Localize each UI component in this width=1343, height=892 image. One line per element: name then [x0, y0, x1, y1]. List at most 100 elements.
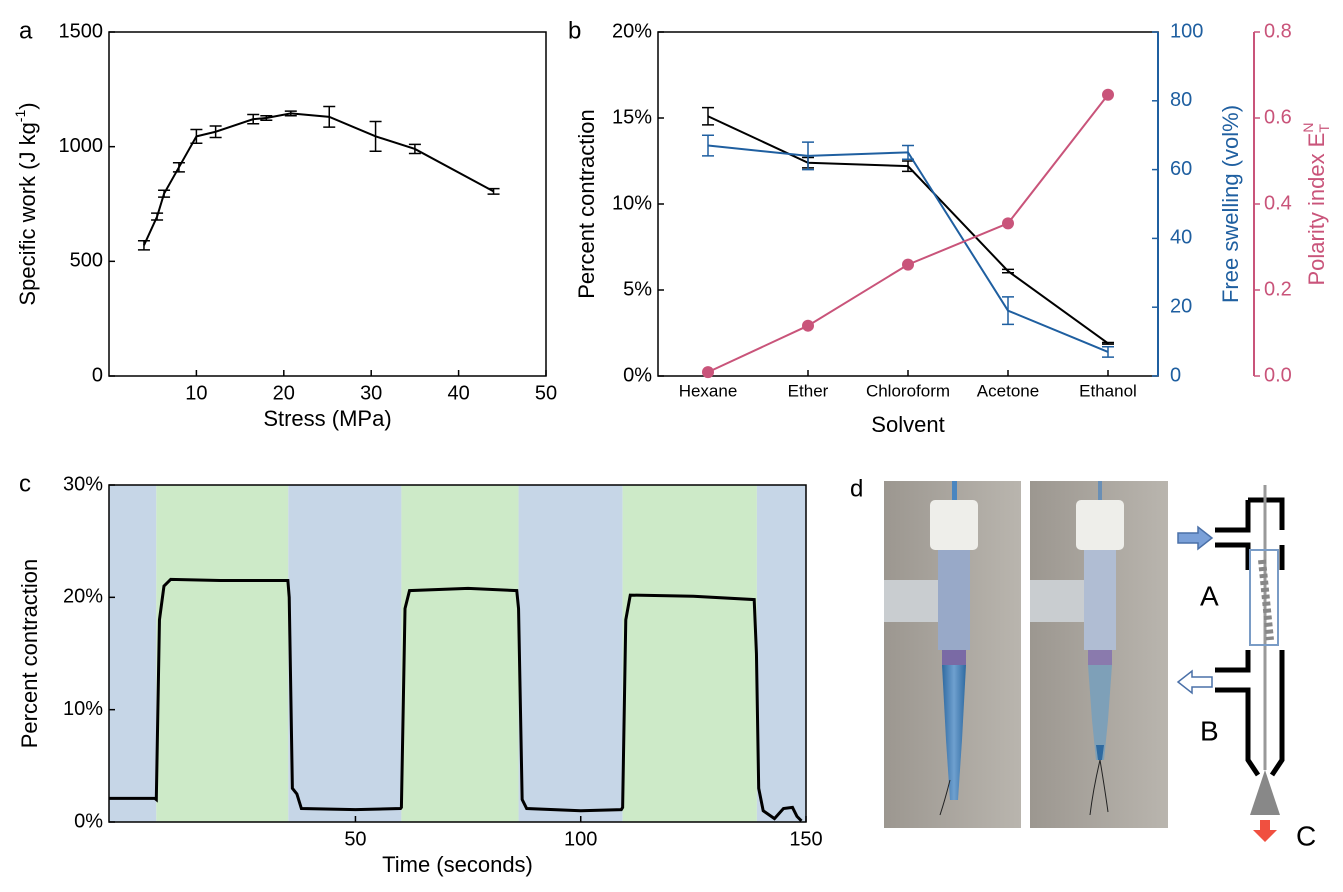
photo-left — [884, 481, 1021, 828]
y2-tick-label: 20 — [1170, 295, 1192, 317]
data-line — [707, 144, 1109, 353]
error-bar — [702, 106, 714, 126]
y-axis-label: Percent contraction — [17, 559, 42, 749]
y-tick-label: 0 — [92, 364, 103, 386]
error-bar — [190, 128, 203, 144]
error-bar — [209, 125, 222, 139]
axis-label-part: Polarity index E — [1304, 133, 1329, 286]
data-point — [802, 319, 814, 332]
axis-label: Specific work (J kg-1) — [12, 102, 40, 305]
shaded-region — [156, 485, 289, 822]
x-tick-label: Ether — [788, 381, 829, 400]
panel-label: d — [850, 475, 863, 502]
error-bar — [247, 113, 260, 125]
error-bar — [802, 141, 814, 171]
axis-label-part: Specific work (J kg — [15, 122, 40, 305]
x-tick-label: 30 — [360, 382, 382, 404]
y3-tick-label: 0.2 — [1264, 278, 1292, 300]
y-tick-label: 20% — [63, 586, 103, 608]
shaded-region — [518, 485, 623, 822]
y2-tick-label: 40 — [1170, 227, 1192, 249]
error-bar — [1102, 341, 1114, 345]
y-tick-label: 0% — [623, 364, 652, 386]
schematic-label: C — [1296, 820, 1316, 851]
y2-tick-label: 60 — [1170, 158, 1192, 180]
x-axis-label: Time (seconds) — [382, 852, 533, 877]
x-tick-label: Acetone — [977, 381, 1039, 400]
y2-axis-label: Free swelling (vol%) — [1218, 105, 1243, 303]
x-tick-label: Ethanol — [1079, 381, 1137, 400]
shaded-region — [401, 485, 519, 822]
error-bar — [487, 187, 500, 195]
plot-frame — [108, 31, 547, 377]
y3-tick-label: 0.4 — [1264, 192, 1292, 214]
y2-tick-label: 100 — [1170, 20, 1203, 42]
error-bar — [172, 161, 185, 173]
data-point — [902, 258, 914, 271]
x-tick-label: Hexane — [679, 381, 738, 400]
axis-label-part: -1 — [12, 110, 28, 123]
error-bar — [158, 189, 171, 198]
error-bar — [260, 114, 273, 122]
data-point — [702, 366, 714, 379]
data-line — [707, 94, 1109, 374]
y-tick-label: 20% — [612, 20, 652, 42]
y-tick-label: 10% — [63, 698, 103, 720]
error-bar — [151, 212, 164, 221]
error-bar — [1102, 346, 1114, 358]
error-bar — [137, 239, 150, 251]
y3-label-group: Polarity index ENT — [1300, 123, 1332, 286]
y-tick-label: 0% — [74, 810, 103, 832]
y2-tick-label: 80 — [1170, 89, 1192, 111]
x-axis-label: Stress (MPa) — [263, 406, 391, 431]
y-tick-label: 1500 — [59, 20, 104, 42]
x-tick-label: 150 — [789, 828, 822, 850]
y-tick-label: 5% — [623, 278, 652, 300]
schematic-label: B — [1200, 715, 1219, 746]
error-bar — [408, 143, 421, 155]
error-bar — [1002, 268, 1014, 274]
x-tick-label: Chloroform — [866, 381, 950, 400]
photo-right — [1030, 481, 1168, 828]
y-tick-label: 15% — [612, 106, 652, 128]
x-tick-label: 40 — [447, 382, 469, 404]
y3-tick-label: 0.6 — [1264, 106, 1292, 128]
y-axis-label: Percent contraction — [574, 109, 599, 299]
y-tick-label: 1000 — [59, 135, 104, 157]
axis-label-part: N — [1300, 123, 1316, 133]
error-bar — [1002, 296, 1014, 326]
data-point — [1002, 217, 1014, 230]
error-bar — [323, 105, 336, 128]
x-axis-label: Solvent — [871, 412, 944, 437]
plot-frame — [108, 484, 807, 823]
error-bar — [284, 110, 297, 117]
y3-tick-label: 0.8 — [1264, 20, 1292, 42]
y3-tick-label: 0.0 — [1264, 364, 1292, 386]
panel-label: b — [568, 17, 581, 44]
x-tick-label: 100 — [564, 828, 597, 850]
error-bar — [369, 120, 382, 153]
data-line — [109, 577, 803, 822]
panel-label: a — [19, 17, 33, 44]
y-tick-label: 10% — [612, 192, 652, 214]
schematic-label: A — [1200, 580, 1219, 611]
axis-label-part: T — [1316, 124, 1332, 133]
x-tick-label: 50 — [344, 828, 366, 850]
error-bar — [902, 160, 914, 173]
data-point — [1102, 88, 1114, 101]
error-bar — [702, 134, 714, 157]
x-tick-label: 20 — [273, 382, 295, 404]
shaded-region — [756, 485, 806, 822]
shaded-region — [288, 485, 402, 822]
panel-label: c — [19, 470, 31, 497]
x-tick-label: 50 — [535, 382, 557, 404]
y-tick-label: 30% — [63, 473, 103, 495]
x-tick-label: 10 — [185, 382, 207, 404]
schematic — [1176, 485, 1285, 842]
y2-tick-label: 0 — [1170, 364, 1181, 386]
y3-axis-label: Polarity index ENT — [1300, 123, 1332, 286]
shaded-region — [109, 485, 157, 822]
shaded-region — [622, 485, 757, 822]
y-tick-label: 500 — [70, 250, 103, 272]
